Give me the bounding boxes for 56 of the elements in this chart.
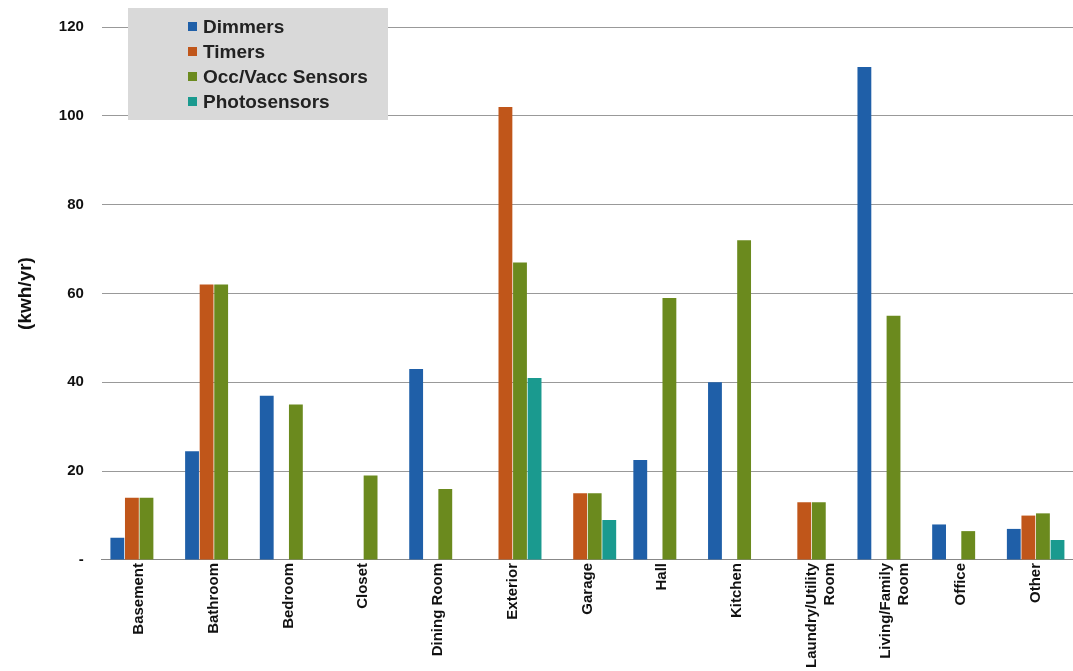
bar <box>737 240 752 560</box>
bar <box>110 537 125 560</box>
bar <box>185 451 199 560</box>
bar <box>124 497 139 560</box>
bar <box>1006 528 1021 560</box>
bar <box>573 493 588 560</box>
y-tick-label: 60 <box>67 283 84 301</box>
bar <box>139 497 154 560</box>
bar <box>409 369 424 560</box>
bar <box>932 524 947 560</box>
bar <box>498 106 513 560</box>
legend-label: Occ/Vacc Sensors <box>203 65 368 88</box>
x-tick-label: Bedroom <box>278 562 296 629</box>
bar <box>602 520 617 560</box>
bar <box>259 395 274 560</box>
bar <box>961 531 976 560</box>
y-tick-label: 80 <box>67 194 84 212</box>
bar <box>708 382 722 560</box>
x-tick-label: Dining Room <box>428 562 446 657</box>
y-tick-label: - <box>78 550 84 568</box>
x-tick-label: Hall <box>652 562 670 591</box>
bar <box>1050 540 1065 560</box>
x-tick-label: Bathroom <box>204 562 222 634</box>
y-axis-title: (kwh/yr) <box>13 257 35 330</box>
y-tick-label: 20 <box>67 461 84 479</box>
bar <box>1036 513 1050 560</box>
x-tick-label: Office <box>951 562 969 606</box>
x-tick-label: Garage <box>577 562 595 615</box>
x-tick-label: Kitchen <box>726 562 744 619</box>
legend-label: Dimmers <box>203 15 285 38</box>
x-tick-label: Other <box>1025 562 1043 604</box>
legend-label: Photosensors <box>203 90 330 113</box>
bar <box>662 297 677 560</box>
y-tick-label: 100 <box>58 105 84 123</box>
bar <box>797 502 812 560</box>
x-tick-label: Basement <box>129 562 147 635</box>
bar <box>363 475 378 560</box>
y-tick-label: 120 <box>58 17 84 35</box>
x-tick-label: Laundry/Utility Room <box>801 562 837 669</box>
bar <box>886 315 901 560</box>
x-tick-label: Closet <box>353 562 371 609</box>
y-tick-label: 40 <box>67 372 84 390</box>
bar <box>438 488 453 560</box>
bar <box>857 66 872 560</box>
bar <box>288 404 303 560</box>
legend-label: Timers <box>203 40 265 63</box>
x-tick-label: Living/Family Room <box>876 562 912 659</box>
bar <box>587 493 602 560</box>
bar <box>199 284 214 560</box>
bar <box>214 284 229 560</box>
bar <box>527 377 542 560</box>
bar <box>513 262 527 560</box>
bar <box>633 460 648 560</box>
x-tick-label: Exterior <box>502 562 520 620</box>
bar <box>811 502 826 560</box>
bar <box>1021 515 1036 560</box>
